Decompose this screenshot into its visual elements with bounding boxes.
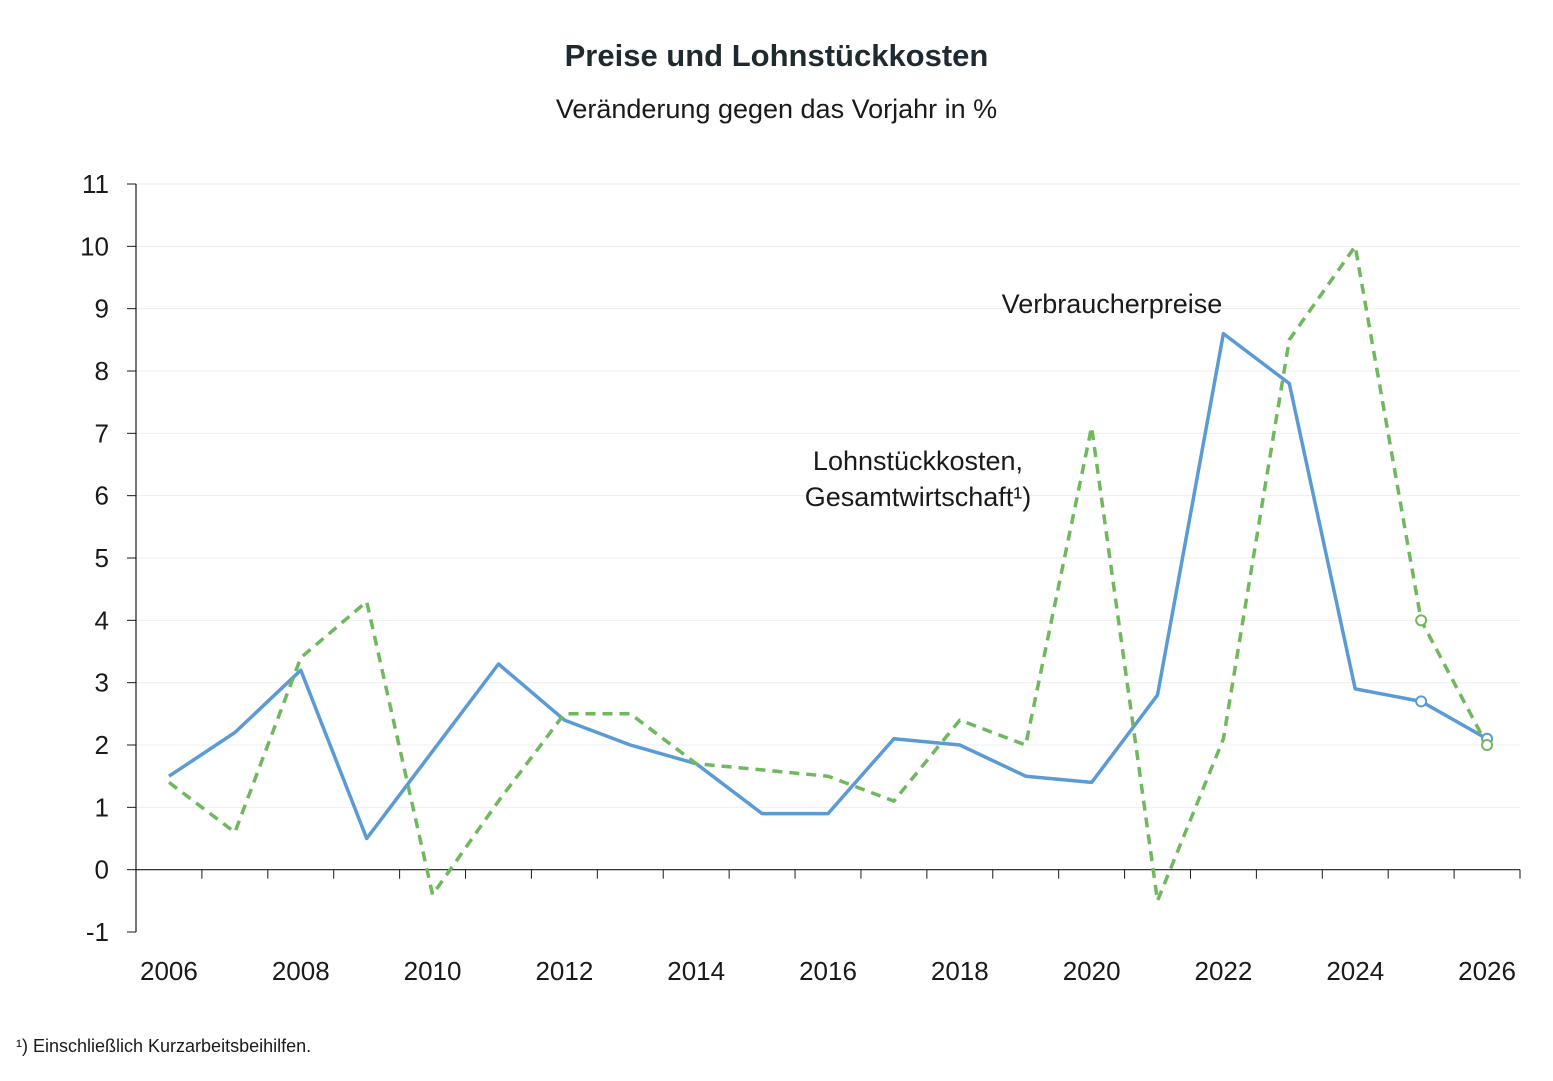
y-tick-label: 4 [95, 605, 109, 635]
y-tick-label: 7 [95, 418, 109, 448]
y-tick-labels: -1 0 1 2 3 4 5 6 7 8 9 10 11 [80, 169, 109, 947]
x-tick-label: 2012 [535, 956, 593, 986]
chart-title: Preise und Lohnstückkosten [564, 38, 989, 73]
y-tick-label: 5 [95, 543, 109, 573]
x-tick-label: 2008 [272, 956, 330, 986]
x-tick-label: 2024 [1326, 956, 1384, 986]
y-tick-label: 1 [95, 792, 109, 822]
y-tick-label: 6 [95, 481, 109, 511]
x-tick-label: 2010 [404, 956, 462, 986]
series-annotations: Verbraucherpreise Lohnstückkosten, Gesam… [805, 289, 1223, 512]
y-tick-label: 0 [95, 855, 109, 885]
y-tick-label: 9 [95, 294, 109, 324]
chart-subtitle: Veränderung gegen das Vorjahr in % [555, 94, 998, 124]
y-tick-label: 8 [95, 356, 109, 386]
axes [127, 183, 1521, 933]
series-line-lohnstueckkosten [167, 244, 1489, 903]
x-tick-label: 2014 [667, 956, 725, 986]
x-tick-label: 2022 [1195, 956, 1253, 986]
x-tick-label: 2006 [140, 956, 198, 986]
x-tick-label: 2018 [931, 956, 989, 986]
y-tick-label: 10 [80, 231, 109, 261]
series-line-verbraucherpreise [168, 331, 1488, 841]
footnote: ¹) Einschließlich Kurzarbeitsbeihilfen. [16, 1036, 312, 1056]
y-tick-label: 11 [82, 169, 109, 199]
x-tick-labels: 2006 2008 2010 2012 2014 2016 2018 2020 2022 2024… [140, 956, 1516, 986]
forecast-markers [1415, 614, 1494, 751]
x-tick-label: 2026 [1458, 956, 1516, 986]
y-tick-label: -1 [86, 917, 109, 947]
forecast-point [1481, 739, 1494, 751]
annotation-verbraucherpreise: Verbraucherpreise [1002, 289, 1223, 319]
y-tick-label: 3 [95, 668, 109, 698]
series-lines [167, 244, 1489, 903]
x-tick-label: 2020 [1063, 956, 1121, 986]
x-tick-label: 2016 [799, 956, 857, 986]
annotation-lohnstueckkosten-line1: Lohnstückkosten, [813, 446, 1023, 476]
y-tick-label: 2 [95, 730, 109, 760]
forecast-point [1415, 695, 1428, 708]
gridlines [136, 183, 1520, 808]
annotation-lohnstueckkosten-line2: Gesamtwirtschaft¹) [805, 482, 1032, 512]
forecast-point [1415, 614, 1428, 627]
